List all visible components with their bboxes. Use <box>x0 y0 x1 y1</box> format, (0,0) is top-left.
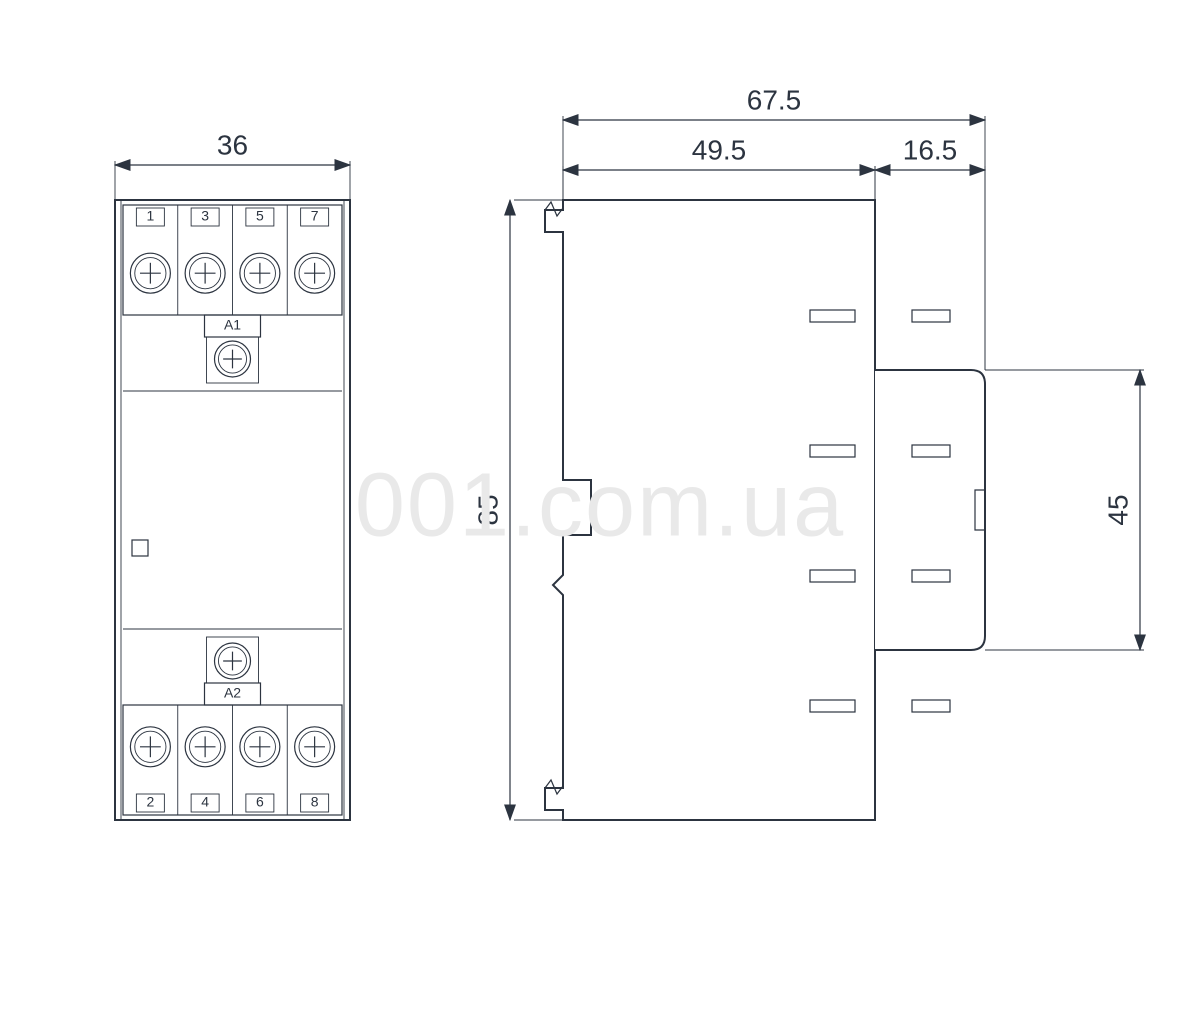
terminal-screw-icon <box>295 727 335 767</box>
svg-text:A2: A2 <box>224 685 241 701</box>
side-view <box>545 200 985 820</box>
svg-text:1: 1 <box>146 208 154 224</box>
svg-text:36: 36 <box>217 129 248 160</box>
terminal-screw-icon <box>130 727 170 767</box>
svg-text:2: 2 <box>146 794 154 810</box>
terminal-screw-icon <box>240 253 280 293</box>
terminal-screw-icon <box>185 727 225 767</box>
svg-text:45: 45 <box>1102 494 1133 525</box>
svg-text:6: 6 <box>256 794 264 810</box>
technical-drawing: 1 3 5 7 A1 A2 2 4 6 8 36 67.549.5 16.5 85 45 <box>0 0 1200 1012</box>
terminal-screw-icon <box>240 727 280 767</box>
svg-text:16.5: 16.5 <box>903 134 958 165</box>
coil-screw-icon <box>215 643 251 679</box>
svg-text:8: 8 <box>311 794 319 810</box>
front-view: 1 3 5 7 A1 A2 2 4 6 8 <box>115 200 350 820</box>
svg-text:85: 85 <box>472 494 503 525</box>
terminal-screw-icon <box>295 253 335 293</box>
svg-text:5: 5 <box>256 208 264 224</box>
coil-screw-icon <box>215 341 251 377</box>
terminal-screw-icon <box>185 253 225 293</box>
terminal-screw-icon <box>130 253 170 293</box>
svg-text:49.5: 49.5 <box>692 134 747 165</box>
svg-text:4: 4 <box>201 794 209 810</box>
svg-text:3: 3 <box>201 208 209 224</box>
svg-text:7: 7 <box>311 208 319 224</box>
svg-text:A1: A1 <box>224 317 241 333</box>
svg-text:67.5: 67.5 <box>747 84 802 115</box>
